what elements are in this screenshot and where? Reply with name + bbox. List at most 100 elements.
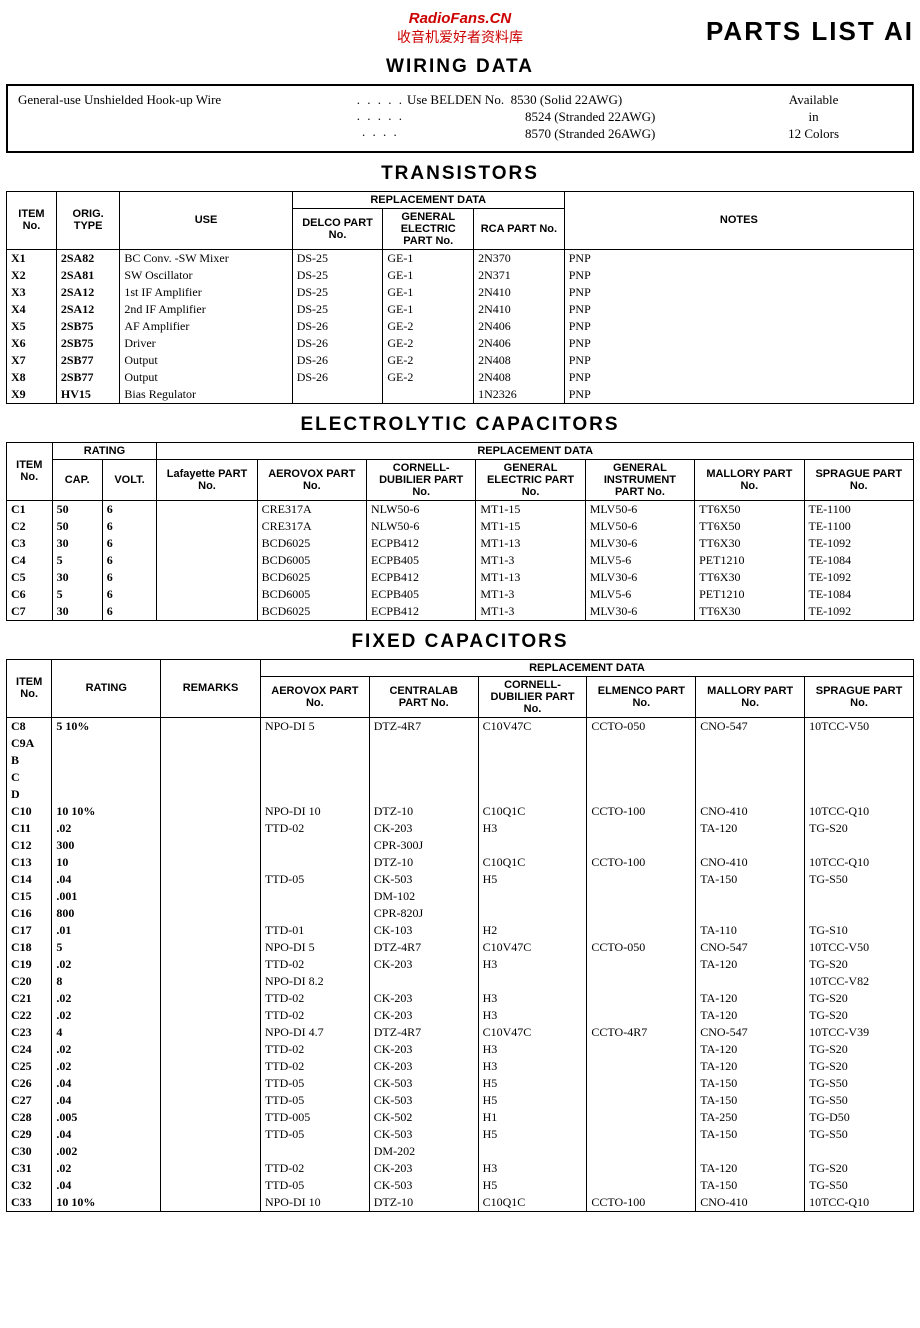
- table-cell: [161, 820, 261, 837]
- table-cell: 10TCC-V82: [805, 973, 914, 990]
- table-cell: C4: [7, 552, 53, 569]
- table-cell: CNO-410: [696, 1194, 805, 1212]
- th-ec-repl: REPLACEMENT DATA: [157, 442, 914, 459]
- table-cell: 10TCC-V50: [805, 717, 914, 735]
- table-cell: TG-S20: [805, 956, 914, 973]
- table-cell: [587, 1109, 696, 1126]
- table-cell: TG-S20: [805, 1007, 914, 1024]
- table-cell: CNO-410: [696, 854, 805, 871]
- table-cell: SW Oscillator: [120, 267, 292, 284]
- th-rca: RCA PART No.: [474, 208, 565, 249]
- table-row: C5306BCD6025ECPB412MT1-13MLV30-6TT6X30TE…: [7, 569, 914, 586]
- table-cell: .04: [52, 1177, 161, 1194]
- th-repl: REPLACEMENT DATA: [292, 191, 564, 208]
- table-cell: CK-503: [369, 871, 478, 888]
- table-row: C14.04TTD-05CK-503H5TA-150TG-S50: [7, 871, 914, 888]
- table-cell: [157, 569, 257, 586]
- table-cell: [52, 735, 161, 752]
- table-cell: DS-25: [292, 267, 383, 284]
- table-cell: CCTO-4R7: [587, 1024, 696, 1041]
- table-cell: [157, 535, 257, 552]
- table-cell: TT6X30: [695, 569, 804, 586]
- table-cell: [161, 1058, 261, 1075]
- table-cell: HV15: [56, 386, 119, 404]
- table-cell: .001: [52, 888, 161, 905]
- table-cell: TG-D50: [805, 1109, 914, 1126]
- table-cell: TTD-02: [260, 1160, 369, 1177]
- table-cell: [292, 386, 383, 404]
- table-cell: [696, 769, 805, 786]
- table-cell: TE-1100: [804, 500, 914, 518]
- table-cell: C10Q1C: [478, 854, 587, 871]
- table-cell: DM-102: [369, 888, 478, 905]
- table-cell: 6: [102, 586, 157, 603]
- table-cell: TA-120: [696, 1160, 805, 1177]
- th-delco: DELCO PART No.: [292, 208, 383, 249]
- page-header: RadioFans.CN 收音机爱好者资料库 PARTS LIST AI: [6, 10, 914, 46]
- table-cell: CNO-547: [696, 1024, 805, 1041]
- table-cell: C24: [7, 1041, 52, 1058]
- table-cell: 2SB77: [56, 352, 119, 369]
- table-cell: CCTO-050: [587, 717, 696, 735]
- table-cell: DM-202: [369, 1143, 478, 1160]
- table-cell: 10 10%: [52, 803, 161, 820]
- table-cell: TTD-02: [260, 820, 369, 837]
- table-cell: GE-2: [383, 318, 474, 335]
- table-cell: [369, 735, 478, 752]
- table-cell: CK-503: [369, 1126, 478, 1143]
- th-fc-cd: CORNELL-DUBILIER PART No.: [478, 676, 587, 717]
- table-cell: [161, 1075, 261, 1092]
- table-cell: Bias Regulator: [120, 386, 292, 404]
- table-cell: Output: [120, 369, 292, 386]
- table-row: C208NPO-DI 8.210TCC-V82: [7, 973, 914, 990]
- wiring-mid: Use BELDEN No. 8530 (Solid 22AWG) 8524 (…: [407, 92, 725, 143]
- table-cell: H1: [478, 1109, 587, 1126]
- table-cell: TE-1084: [804, 586, 914, 603]
- table-cell: MLV50-6: [585, 518, 694, 535]
- table-cell: 2SA82: [56, 249, 119, 267]
- table-row: C32.04TTD-05CK-503H5TA-150TG-S50: [7, 1177, 914, 1194]
- table-cell: TG-S20: [805, 820, 914, 837]
- table-row: C2506CRE317ANLW50-6MT1-15MLV50-6TT6X50TE…: [7, 518, 914, 535]
- table-cell: TA-150: [696, 1177, 805, 1194]
- table-cell: .005: [52, 1109, 161, 1126]
- table-cell: C31: [7, 1160, 52, 1177]
- table-cell: CK-203: [369, 990, 478, 1007]
- table-cell: TA-250: [696, 1109, 805, 1126]
- table-cell: CCTO-100: [587, 854, 696, 871]
- table-cell: GE-1: [383, 267, 474, 284]
- table-cell: H5: [478, 1177, 587, 1194]
- table-cell: TA-120: [696, 990, 805, 1007]
- table-cell: 6: [102, 518, 157, 535]
- table-cell: PNP: [564, 352, 913, 369]
- table-cell: MLV50-6: [585, 500, 694, 518]
- table-cell: [161, 1177, 261, 1194]
- table-cell: [587, 905, 696, 922]
- table-cell: CK-503: [369, 1075, 478, 1092]
- table-cell: [161, 956, 261, 973]
- table-cell: CRE317A: [257, 518, 366, 535]
- table-cell: [157, 552, 257, 569]
- table-cell: TTD-02: [260, 1058, 369, 1075]
- table-cell: H3: [478, 956, 587, 973]
- table-cell: [260, 735, 369, 752]
- wiring-dots: . . . . . . . . . . . . . .: [354, 92, 407, 140]
- table-row: C185NPO-DI 5DTZ-4R7C10V47CCCTO-050CNO-54…: [7, 939, 914, 956]
- table-cell: [161, 871, 261, 888]
- table-cell: CK-203: [369, 1058, 478, 1075]
- table-cell: GE-1: [383, 284, 474, 301]
- table-cell: C6: [7, 586, 53, 603]
- table-cell: .02: [52, 1041, 161, 1058]
- table-cell: TA-120: [696, 820, 805, 837]
- table-cell: H5: [478, 1126, 587, 1143]
- table-cell: .01: [52, 922, 161, 939]
- table-cell: H3: [478, 1041, 587, 1058]
- table-cell: [161, 1041, 261, 1058]
- table-cell: X1: [7, 249, 57, 267]
- table-cell: 2N371: [474, 267, 565, 284]
- table-cell: TE-1092: [804, 603, 914, 621]
- table-cell: [161, 1194, 261, 1212]
- table-cell: 2N408: [474, 369, 565, 386]
- table-cell: [260, 786, 369, 803]
- table-row: C11.02TTD-02CK-203H3TA-120TG-S20: [7, 820, 914, 837]
